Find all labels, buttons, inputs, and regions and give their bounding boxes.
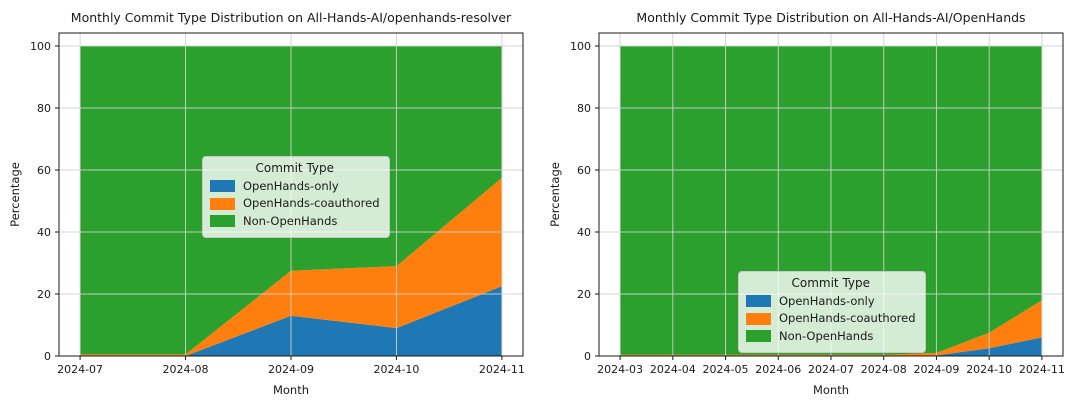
chart-title: Monthly Commit Type Distribution on All-… xyxy=(71,10,512,25)
x-tick-label: 2024-03 xyxy=(597,363,643,376)
x-tick-label: 2024-09 xyxy=(268,363,314,376)
legend-label: OpenHands-only xyxy=(243,179,339,193)
legend-swatch-openhands-only-icon xyxy=(746,295,771,308)
x-tick-label: 2024-11 xyxy=(1019,363,1065,376)
area-openhands-only xyxy=(620,337,1042,356)
y-tick-label: 40 xyxy=(37,226,51,239)
legend-label: OpenHands-coauthored xyxy=(779,311,916,326)
y-tick-label: 20 xyxy=(37,288,51,301)
legend-label: OpenHands-only xyxy=(779,294,875,308)
legend-label: OpenHands-coauthored xyxy=(243,196,380,211)
x-axis-label: Month xyxy=(273,383,309,397)
y-tick-label: 0 xyxy=(584,350,591,363)
x-tick-label: 2024-06 xyxy=(755,363,801,376)
legend-left-chart: Commit Type OpenHands-only OpenHands-coau… xyxy=(202,156,390,239)
legend-right-chart: Commit Type OpenHands-only OpenHands-coau… xyxy=(738,271,926,354)
chart-title: Monthly Commit Type Distribution on All-… xyxy=(636,10,1025,25)
y-tick-label: 100 xyxy=(570,40,591,53)
x-tick-label: 2024-07 xyxy=(808,363,854,376)
legend-title: Commit Type xyxy=(255,161,335,175)
legend-swatch-openhands-coauthored-icon xyxy=(210,197,235,210)
legend-row: OpenHands-only xyxy=(746,294,916,308)
legend-row: Non-OpenHands xyxy=(746,329,916,343)
legend-swatch-openhands-coauthored-icon xyxy=(746,312,771,325)
x-tick-label: 2024-11 xyxy=(479,363,525,376)
x-axis-label: Month xyxy=(813,383,849,397)
legend-swatch-non-openhands-icon xyxy=(746,329,771,342)
legend-rows: OpenHands-only OpenHands-coauthored Non-Op… xyxy=(746,294,916,343)
x-tick-label: 2024-08 xyxy=(861,363,907,376)
x-tick-label: 2024-10 xyxy=(373,363,419,376)
y-tick-label: 100 xyxy=(30,40,51,53)
legend-row: OpenHands-only xyxy=(210,179,380,193)
y-axis-label: Percentage xyxy=(8,162,22,227)
x-tick-label: 2024-07 xyxy=(57,363,103,376)
y-tick-label: 60 xyxy=(37,164,51,177)
x-tick-label: 2024-09 xyxy=(913,363,959,376)
y-tick-label: 20 xyxy=(577,288,591,301)
y-tick-label: 80 xyxy=(577,102,591,115)
y-tick-label: 0 xyxy=(44,350,51,363)
legend-rows: OpenHands-only OpenHands-coauthored Non-Op… xyxy=(210,179,380,228)
legend-row: Non-OpenHands xyxy=(210,214,380,228)
y-tick-label: 60 xyxy=(577,164,591,177)
y-tick-label: 40 xyxy=(577,226,591,239)
y-tick-label: 80 xyxy=(37,102,51,115)
legend-title: Commit Type xyxy=(791,276,871,290)
x-tick-label: 2024-08 xyxy=(163,363,209,376)
legend-label: Non-OpenHands xyxy=(243,213,338,228)
legend-label: Non-OpenHands xyxy=(779,328,874,343)
legend-swatch-openhands-only-icon xyxy=(210,180,235,193)
legend-row: OpenHands-coauthored xyxy=(746,311,916,325)
legend-swatch-non-openhands-icon xyxy=(210,214,235,227)
y-axis-label: Percentage xyxy=(548,162,562,227)
x-tick-label: 2024-05 xyxy=(703,363,749,376)
x-tick-label: 2024-10 xyxy=(966,363,1012,376)
x-tick-label: 2024-04 xyxy=(650,363,696,376)
legend-row: OpenHands-coauthored xyxy=(210,196,380,210)
